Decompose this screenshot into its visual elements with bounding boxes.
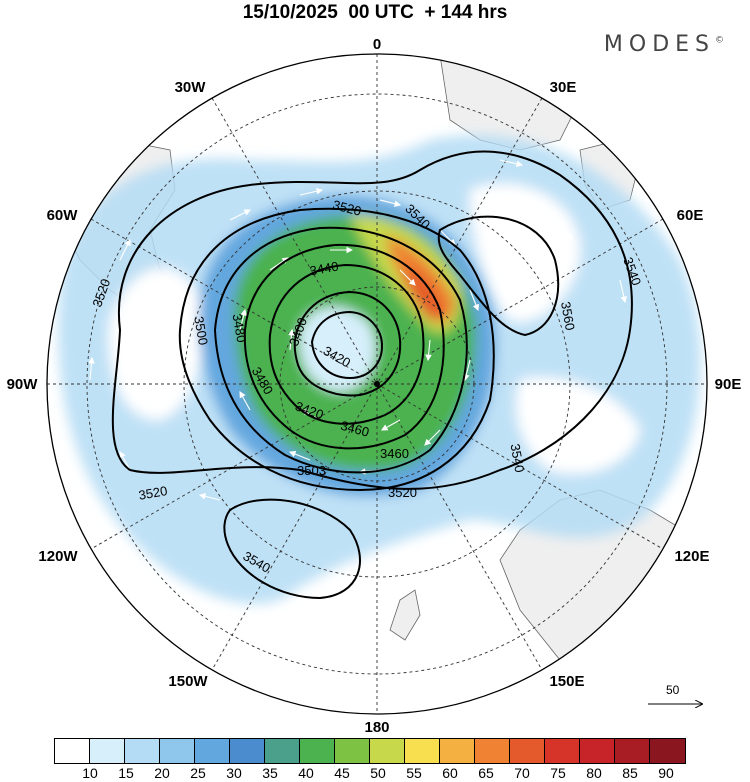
colorbar-swatch [615,739,650,763]
colorbar-tick-label: 35 [262,765,278,781]
colorbar-swatch [370,739,405,763]
lon-label-30e: 30E [550,79,577,96]
colorbar-swatch [300,739,335,763]
lon-label-0: 0 [373,36,381,53]
colorbar-tick-label: 50 [370,765,386,781]
inner-ring-light [109,267,203,420]
contour-label: 3503 [297,463,326,478]
colorbar-tick-label: 70 [514,765,530,781]
lon-label-90e: 90E [715,376,742,393]
colorbar-swatch [650,739,685,763]
colorbar-swatch [580,739,615,763]
lon-label-60w: 60W [47,207,79,224]
contour-label: 3440 [309,259,340,279]
lon-label-150w: 150W [168,673,208,690]
colorbar-swatch [160,739,195,763]
lon-label-60e: 60E [677,207,704,224]
colorbar-swatch [475,739,510,763]
lon-label-30w: 30W [175,79,207,96]
height-contours [111,150,633,600]
modes-logo: MODES© [604,32,724,57]
longitude-labels: 0 30E 60E 90E 120E 150E 180 150W 120W 90… [7,36,742,736]
colorbar-tick-label: 90 [658,765,674,781]
lon-label-150e: 150E [549,673,584,690]
colorbar-tick-label: 80 [586,765,602,781]
wind-vectors [88,159,627,501]
contour-label: 3540 [508,443,528,474]
colorbar-swatch [230,739,265,763]
lon-label-120w: 120W [38,548,78,565]
colorbar [54,738,686,764]
colorbar-labels: 10 15 20 25 30 35 40 45 50 55 60 65 70 75 80 85 90 [54,765,702,781]
colorbar-tick-label: 45 [334,765,350,781]
colorbar-swatch [265,739,300,763]
colorbar-tick-label: 20 [154,765,170,781]
colorbar-tick-label: 25 [190,765,206,781]
colorbar-tick-label: 15 [118,765,134,781]
brand-text: MODES [603,32,715,57]
colorbar-swatch [90,739,125,763]
copyright-mark: © [715,35,724,46]
map-title: 15/10/2025 00 UTC + 144 hrs [242,2,508,23]
colorbar-tick-label: 40 [298,765,314,781]
colorbar-swatch [545,739,580,763]
contour-label: 3500 [191,315,211,346]
colorbar-tick-label: 30 [226,765,242,781]
colorbar-swatch [440,739,475,763]
colorbar-tick-label: 75 [550,765,566,781]
lon-label-180: 180 [364,719,389,736]
colorbar-tick-label: 65 [478,765,494,781]
colorbar-swatch [405,739,440,763]
wind-shading [58,135,701,604]
east-gap [470,183,580,322]
colorbar-tick-label: 60 [442,765,458,781]
south-pole-marker [374,381,380,387]
colorbar-swatch [195,739,230,763]
contour-label: 3560 [558,300,578,331]
lon-label-120e: 120E [674,548,709,565]
contour-label: 3520 [388,485,417,500]
contour-label: 3520 [137,483,168,503]
new-zealand-landmass [389,589,421,641]
contour-label: 3480 [230,313,250,344]
colorbar-swatch [335,739,370,763]
reference-vector-label: 50 [666,683,680,697]
contour-label: 3460 [380,446,409,461]
colorbar-tick-label: 10 [82,765,98,781]
colorbar-swatch [510,739,545,763]
colorbar-tick-label: 55 [406,765,422,781]
colorbar-tick-label: 85 [622,765,638,781]
map-border [46,53,708,715]
lon-label-90w: 90W [7,376,39,393]
contour-label: 3460 [339,418,371,440]
colorbar-swatch [55,739,90,763]
contour-label: 3520 [331,197,363,219]
colorbar-swatch [125,739,160,763]
